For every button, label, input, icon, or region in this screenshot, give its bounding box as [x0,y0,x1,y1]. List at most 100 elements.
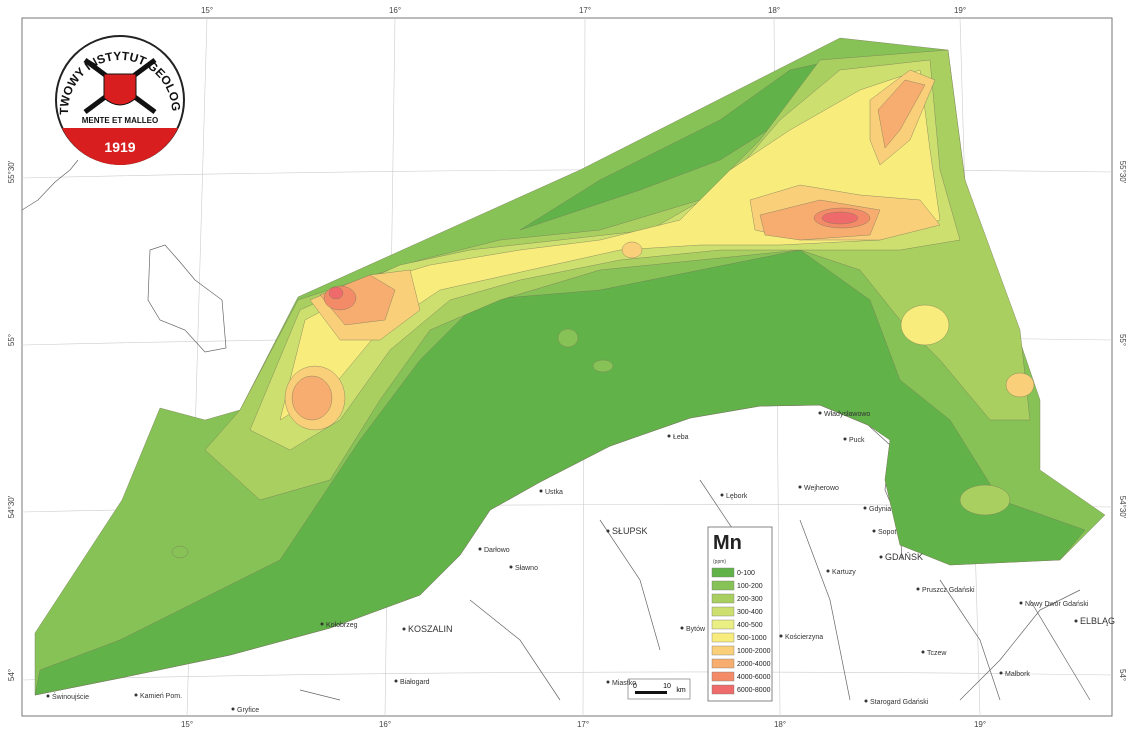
place-marker [46,694,50,698]
place-label: Gdynia [869,506,891,513]
place-label: Lębork [726,493,748,500]
place-label: Kościerzyna [785,634,823,641]
coord-label: 18° [768,6,780,15]
legend-swatch [711,580,735,591]
scale-tick: 10 [663,683,671,690]
legend-swatch [711,671,735,682]
zone-500-1000 [900,304,950,346]
scale-bar: 0 10 km [627,678,691,700]
place-marker [606,529,610,533]
legend-swatch [711,632,735,643]
logo-band [62,128,178,165]
labels: 15° 16° 17° 18° 19° 15° 16° 17° 18° 19° 55°30' 55° 5… [7,6,1127,729]
zone-0-100 [34,249,1086,696]
place-label: Pruszcz Gdański [922,587,975,594]
place-label: Białogard [400,679,430,686]
place-marker [872,529,876,533]
legend-swatch [711,619,735,630]
place-label: Sławno [515,565,538,572]
legend-swatch [711,645,735,656]
coord-label: 55°30' [1118,161,1127,184]
contour-zones [34,37,1106,696]
legend-title: Mn [713,532,742,554]
logo-shield [103,73,137,106]
place-marker [843,437,847,441]
place-marker [134,693,138,697]
place-label: Kołobrzeg [326,622,358,629]
place-marker [539,489,543,493]
place-marker [798,485,802,489]
zone-2000-4000 [291,375,333,421]
legend-label: 300-400 [737,609,763,616]
place-marker [826,569,830,573]
place-label: Kamień Pom. [140,693,182,700]
zone-100-200 [557,328,579,348]
zone-1000-2000 [1005,372,1035,398]
place-label: Starogard Gdański [870,699,929,706]
place-marker [667,434,671,438]
legend-label: 1000-2000 [737,648,771,655]
place-marker [818,411,822,415]
place-label: Sopot [878,529,896,536]
place-label: Wejherowo [804,485,839,492]
legend-swatch [711,567,735,578]
coord-label: 17° [577,720,589,729]
place-marker [1074,619,1078,623]
coord-label: 15° [181,720,193,729]
place-marker [1019,601,1023,605]
place-marker [864,699,868,703]
legend: Mn (ppm) 0-100 100-200 200-300 300-400 400-5… [707,526,773,702]
place-label: KOSZALIN [408,624,453,634]
place-label: Malbork [1005,671,1030,678]
zone-100-200 [592,359,614,373]
place-marker [478,547,482,551]
place-marker [606,680,610,684]
scale-tick: 0 [633,683,637,690]
place-marker [779,634,783,638]
place-label: Nowy Dwór Gdański [1025,601,1089,608]
place-label: Miastko [612,680,636,687]
zone-6000-8000 [328,286,344,300]
place-label: Bytów [686,626,706,633]
legend-label: 6000-8000 [737,687,771,694]
coord-label: 54° [7,669,16,681]
coord-label: 15° [201,6,213,15]
legend-swatch [711,658,735,669]
logo-motto: MENTE ET MALLEO [82,116,158,125]
place-marker [680,626,684,630]
place-marker [879,555,883,559]
legend-label: 4000-6000 [737,674,771,681]
scale-unit: km [676,687,686,694]
place-marker [402,627,406,631]
place-label: Tczew [927,650,947,657]
coord-label: 19° [974,720,986,729]
zone-2000-4000 [877,79,926,149]
coord-label: 54°30' [7,495,16,518]
place-marker [999,671,1003,675]
legend-label: 0-100 [737,570,755,577]
coord-label: 18° [774,720,786,729]
legend-swatch [711,684,735,695]
coord-label: 55°30' [7,160,16,183]
coord-label: 55° [7,334,16,346]
zone-200-300 [959,484,1011,516]
legend-unit: (ppm) [713,559,726,565]
coord-label: 16° [389,6,401,15]
coord-label: 17° [579,6,591,15]
legend-label: 200-300 [737,596,763,603]
coord-label: 16° [379,720,391,729]
place-label: Gryfice [237,707,259,714]
place-label: SŁUPSK [612,526,648,536]
place-label: Ustka [545,489,563,496]
place-marker [509,565,513,569]
place-label: Władysławowo [824,411,870,418]
place-label: Kartuzy [832,569,856,576]
zone-1000-2000 [621,241,643,259]
place-marker [921,650,925,654]
legend-label: 500-1000 [737,635,767,642]
legend-label: 400-500 [737,622,763,629]
legend-label: 100-200 [737,583,763,590]
place-label: Darłowo [484,547,510,554]
place-marker [720,493,724,497]
